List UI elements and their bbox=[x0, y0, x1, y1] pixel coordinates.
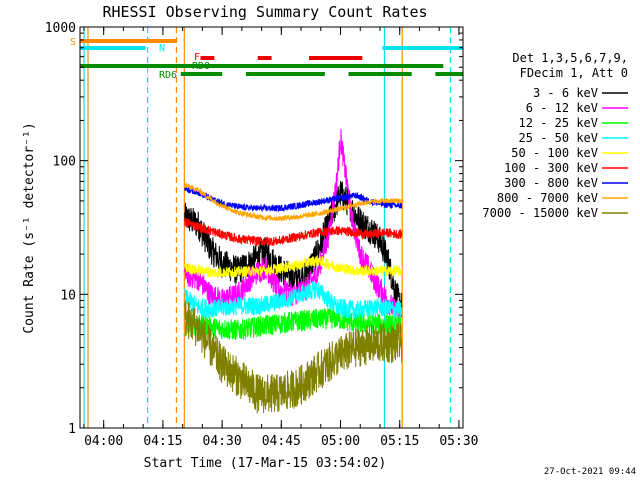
legend-label-7: 300 - 800 keV bbox=[504, 176, 598, 190]
y-tick-label-4: 1000 bbox=[45, 21, 76, 36]
legend-header-line-1: Det 1,3,5,6,7,9, bbox=[512, 51, 628, 65]
flag-label-s: S bbox=[70, 37, 76, 48]
x-axis-label: Start Time (17-Mar-15 03:54:02) bbox=[144, 456, 387, 471]
x-tick-label-3: 04:30 bbox=[203, 434, 242, 449]
legend-label-9: 7000 - 15000 keV bbox=[482, 206, 598, 220]
y-tick-label-3: 100 bbox=[53, 155, 76, 170]
x-tick-label-1: 04:00 bbox=[84, 434, 123, 449]
legend-label-8: 800 - 7000 keV bbox=[497, 191, 598, 205]
flag-label-n: N bbox=[159, 43, 165, 54]
y-tick-label-2: 10 bbox=[60, 288, 76, 303]
vertical-marker-lines bbox=[84, 27, 450, 428]
legend-label-6: 100 - 300 keV bbox=[504, 161, 598, 175]
series-line-7 bbox=[185, 186, 402, 212]
plot-frame bbox=[80, 27, 463, 428]
legend-label-2: 6 - 12 keV bbox=[526, 101, 598, 115]
x-tick-label-4: 04:45 bbox=[262, 434, 301, 449]
legend-label-1: 3 - 6 keV bbox=[533, 86, 598, 100]
y-axis-label: Count Rate (s⁻¹ detector⁻¹) bbox=[22, 122, 37, 333]
flag-label-rdo: RDO bbox=[192, 61, 210, 72]
y-tick-label-1: 1 bbox=[68, 422, 76, 437]
legend-label-5: 50 - 100 keV bbox=[511, 146, 598, 160]
legend-header-line-2: FDecim 1, Att 0 bbox=[520, 66, 628, 80]
x-tick-label-2: 04:15 bbox=[143, 434, 182, 449]
count-rate-chart: RHESSI Observing Summary Count Rates Sta… bbox=[0, 0, 640, 480]
legend-label-4: 25 - 50 keV bbox=[519, 131, 598, 145]
footer-timestamp: 27-Oct-2021 09:44 bbox=[544, 467, 636, 477]
x-tick-label-6: 05:15 bbox=[380, 434, 419, 449]
data-series-group bbox=[185, 129, 402, 414]
flag-label-rd6: RD6 bbox=[159, 70, 177, 81]
x-tick-label-5: 05:00 bbox=[321, 434, 360, 449]
legend-label-3: 12 - 25 keV bbox=[519, 116, 598, 130]
x-tick-label-7: 05:30 bbox=[439, 434, 478, 449]
chart-svg: RHESSI Observing Summary Count Rates Sta… bbox=[0, 0, 640, 480]
chart-title: RHESSI Observing Summary Count Rates bbox=[102, 3, 427, 21]
